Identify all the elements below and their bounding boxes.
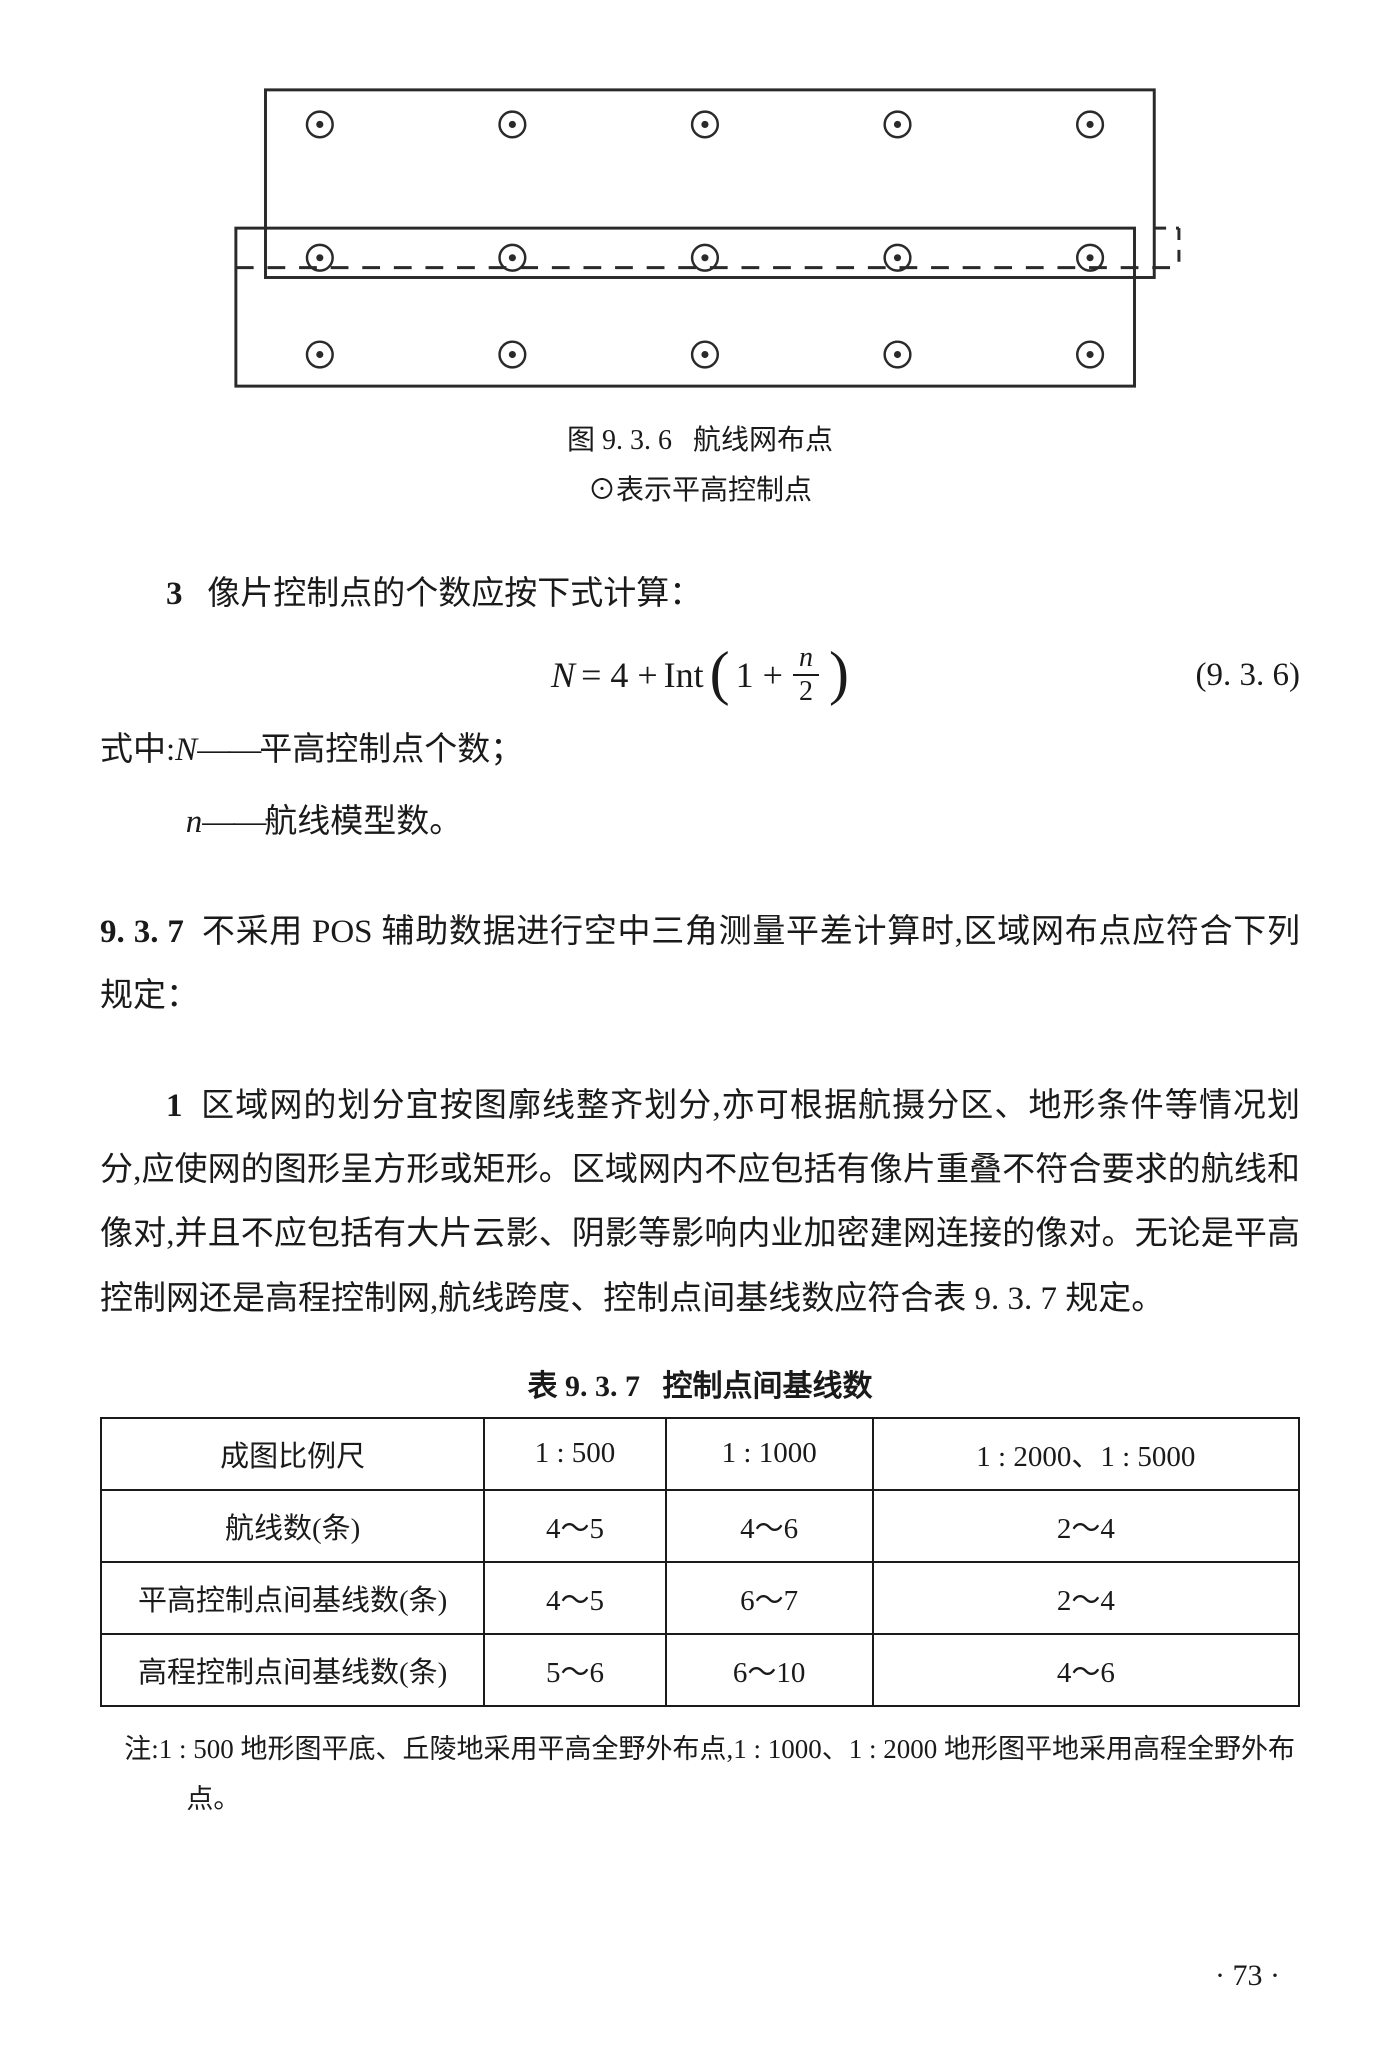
section-9-3-7-text: 不采用 POS 辅助数据进行空中三角测量平差计算时,区域网布点应符合下列规定： <box>100 914 1300 1014</box>
table-cell: 4～6 <box>873 1634 1299 1706</box>
table-cell: 6～7 <box>666 1562 873 1634</box>
where-N-sym: N <box>175 732 197 768</box>
where-n-text: 航线模型数。 <box>264 804 462 840</box>
table-cell: 平高控制点间基线数(条) <box>101 1562 484 1634</box>
table-header-row: 成图比例尺1 : 5001 : 10001 : 2000、1 : 5000 <box>101 1418 1299 1490</box>
eq-frac-den: 2 <box>793 676 819 706</box>
eq-fraction: n 2 <box>793 644 819 706</box>
table-cell: 6～10 <box>666 1634 873 1706</box>
table-cell: 4～5 <box>484 1562 665 1634</box>
figure-9-3-6: 图 9. 3. 6 航线网布点 ⊙表示平高控制点 <box>190 80 1210 517</box>
table-row: 航线数(条)4～54～62～4 <box>101 1490 1299 1562</box>
where-clause-2: n——航线模型数。 <box>100 790 1300 854</box>
equation-9-3-6: N = 4 + Int ( 1 + n 2 ) (9. 3. 6) <box>100 644 1300 706</box>
eq-var-N: N <box>551 654 575 696</box>
where-n-dash: —— <box>202 804 264 840</box>
figure-caption-prefix: 图 9. 3. 6 <box>567 425 672 456</box>
item-3-text: 像片控制点的个数应按下式计算： <box>207 576 702 612</box>
where-label: 式中: <box>100 732 175 768</box>
table-header-cell: 成图比例尺 <box>101 1418 484 1490</box>
eq-equals: = 4 + <box>581 654 658 696</box>
table-row: 高程控制点间基线数(条)5～66～104～6 <box>101 1634 1299 1706</box>
section-9-3-7-number: 9. 3. 7 <box>100 914 184 950</box>
table-9-3-7: 成图比例尺1 : 5001 : 10001 : 2000、1 : 5000 航线… <box>100 1417 1300 1707</box>
eq-frac-num: n <box>793 644 819 676</box>
table-9-3-7-title: 表 9. 3. 7 控制点间基线数 <box>100 1361 1300 1405</box>
eq-paren-open: ( <box>710 643 730 703</box>
table-cell: 高程控制点间基线数(条) <box>101 1634 484 1706</box>
where-clause: 式中:N——平高控制点个数； <box>100 718 1300 782</box>
page-number: · 73 · <box>1215 1959 1280 1993</box>
figure-diagram <box>190 80 1210 396</box>
eq-one-plus: 1 + <box>736 654 783 696</box>
figure-legend: ⊙表示平高控制点 <box>190 466 1210 516</box>
where-n-sym: n <box>186 804 203 840</box>
table-cell: 4～6 <box>666 1490 873 1562</box>
table-title-prefix: 表 9. 3. 7 <box>528 1370 641 1403</box>
table-cell: 4～5 <box>484 1490 665 1562</box>
item-1-number: 1 <box>166 1088 183 1124</box>
table-cell: 2～4 <box>873 1490 1299 1562</box>
table-row: 平高控制点间基线数(条)4～56～72～4 <box>101 1562 1299 1634</box>
section-9-3-7: 9. 3. 7 不采用 POS 辅助数据进行空中三角测量平差计算时,区域网布点应… <box>100 900 1300 1029</box>
equation-body: N = 4 + Int ( 1 + n 2 ) <box>551 644 849 706</box>
equation-number: (9. 3. 6) <box>1196 657 1300 694</box>
table-note: 注:1 : 500 地形图平底、丘陵地采用平高全野外布点,1 : 1000、1 … <box>100 1725 1300 1825</box>
table-header-cell: 1 : 1000 <box>666 1418 873 1490</box>
where-N-dash: —— <box>197 732 259 768</box>
where-N-text: 平高控制点个数； <box>259 732 523 768</box>
item-3-number: 3 <box>166 576 183 612</box>
table-cell: 航线数(条) <box>101 1490 484 1562</box>
item-1-text: 区域网的划分宜按图廓线整齐划分,亦可根据航摄分区、地形条件等情况划分,应使网的图… <box>100 1088 1300 1317</box>
table-cell: 5～6 <box>484 1634 665 1706</box>
item-1: 1 区域网的划分宜按图廓线整齐划分,亦可根据航摄分区、地形条件等情况划分,应使网… <box>100 1074 1300 1331</box>
table-cell: 2～4 <box>873 1562 1299 1634</box>
table-header-cell: 1 : 500 <box>484 1418 665 1490</box>
item-3: 3 像片控制点的个数应按下式计算： <box>100 562 1300 626</box>
table-header-cell: 1 : 2000、1 : 5000 <box>873 1418 1299 1490</box>
figure-caption-title: 航线网布点 <box>693 425 833 456</box>
figure-caption: 图 9. 3. 6 航线网布点 <box>190 416 1210 466</box>
eq-paren-close: ) <box>829 643 849 703</box>
table-title-text: 控制点间基线数 <box>663 1370 873 1403</box>
eq-Int: Int <box>664 654 704 696</box>
